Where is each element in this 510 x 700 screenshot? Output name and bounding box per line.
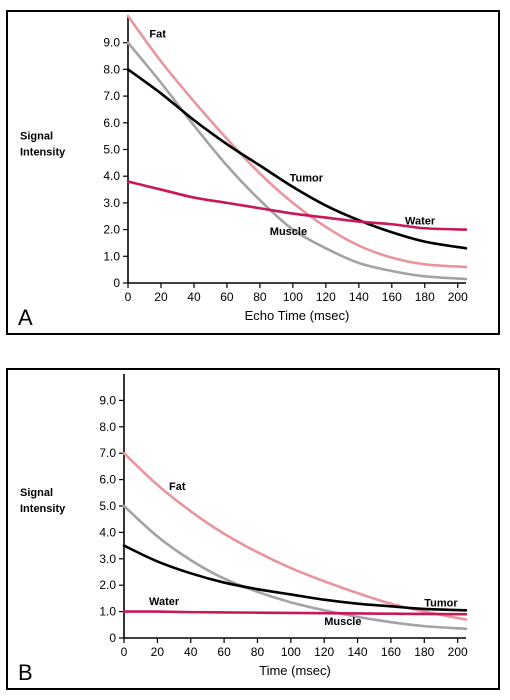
series-label-muscle: Muscle [324,616,361,628]
x-axis-label: Time (msec) [259,663,331,678]
x-tick-label: 200 [448,645,468,659]
chart-panel-b: 0 1.0 2.0 3.0 4.0 5.0 6.0 7.0 8.0 9.0 0 20 40 60 80 100… [6,368,500,690]
series-line-water [122,610,468,616]
x-tick-label: 160 [381,645,401,659]
panel-label: A [18,305,33,330]
y-tick-label: 8.0 [99,420,116,434]
y-tick-label: 0 [113,276,120,290]
y-tick-label: 2.0 [103,223,120,237]
y-axis-label: Signal [20,131,53,143]
series-label-tumor: Tumor [424,597,458,609]
x-tick-label: 180 [414,645,434,659]
y-tick-label: 5.0 [103,143,120,157]
series-line-muscle [126,41,468,281]
x-tick-label: 140 [349,290,369,304]
x-tick-label: 0 [121,645,128,659]
y-tick-label: 6.0 [103,116,120,130]
y-tick-label: 6.0 [99,473,116,487]
x-tick-label: 120 [314,645,334,659]
y-tick-label: 2.0 [99,578,116,592]
y-tick-label: 4.0 [99,525,116,539]
series-line-fat [126,14,468,269]
x-tick-label: 0 [125,290,132,304]
series-label-fat: Fat [169,481,186,493]
series-label-fat: Fat [149,28,166,40]
chart-a-svg: 0 1.0 2.0 3.0 4.0 5.0 6.0 7.0 8.0 9.0 0 20 40 60 80 100… [18,14,468,330]
y-tick-label: 9.0 [103,36,120,50]
y-tick-label: 7.0 [103,89,120,103]
series-line-muscle [122,504,468,631]
x-tick-label: 200 [448,290,468,304]
x-tick-label: 100 [283,290,303,304]
y-tick-label: 7.0 [99,446,116,460]
x-tick-label: 60 [220,290,234,304]
x-tick-label: 120 [316,290,336,304]
series-label-water: Water [149,596,180,608]
x-tick-label: 140 [348,645,368,659]
x-tick-label: 60 [217,645,231,659]
x-tick-label: 80 [253,290,267,304]
x-tick-label: 20 [151,645,165,659]
x-tick-label: 100 [281,645,301,659]
x-tick-label: 80 [251,645,265,659]
series-line-tumor [122,544,468,612]
y-tick-label: 0 [109,631,116,645]
series-label-muscle: Muscle [270,226,307,238]
x-tick-label: 160 [382,290,402,304]
y-axis-label: Intensity [20,147,66,159]
panel-label: B [18,660,33,685]
y-tick-label: 1.0 [99,605,116,619]
x-tick-label: 180 [415,290,435,304]
y-tick-label: 3.0 [103,196,120,210]
chart-b-svg: 0 1.0 2.0 3.0 4.0 5.0 6.0 7.0 8.0 9.0 0 20 40 60 80 100… [18,374,468,685]
y-axis-label: Signal [20,487,53,499]
series-label-tumor: Tumor [290,173,324,185]
y-tick-label: 8.0 [103,62,120,76]
y-axis-label: Intensity [20,503,66,515]
x-tick-label: 20 [154,290,168,304]
y-tick-label: 1.0 [103,249,120,263]
x-tick-label: 40 [187,290,201,304]
series-line-water [126,180,468,231]
y-tick-label: 9.0 [99,393,116,407]
y-tick-label: 4.0 [103,169,120,183]
chart-panel-a: 0 1.0 2.0 3.0 4.0 5.0 6.0 7.0 8.0 9.0 0 20 40 60 80 100… [6,10,500,335]
y-tick-label: 5.0 [99,499,116,513]
series-label-water: Water [405,215,436,227]
x-axis-label: Echo Time (msec) [245,308,350,323]
series-line-tumor [126,68,468,250]
y-tick-label: 3.0 [99,552,116,566]
x-tick-label: 40 [184,645,198,659]
